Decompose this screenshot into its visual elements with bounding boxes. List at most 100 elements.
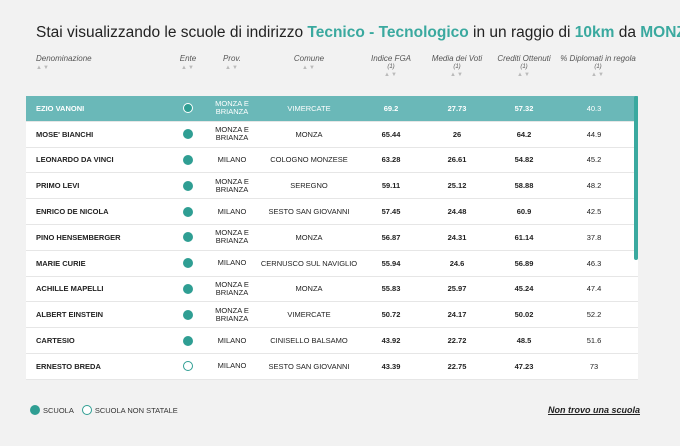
comune-cell: MONZA	[295, 232, 323, 242]
col-media[interactable]: Media dei Voti (1) ▲▼	[426, 54, 488, 79]
table-header: Denominazione ▲▼ Ente ▲▼ Prov. ▲▼ Comune…	[26, 54, 638, 84]
crediti-cell: 48.5	[516, 336, 532, 346]
col-diplomati[interactable]: % Diplomati in regola (1) ▲▼	[558, 54, 638, 79]
diplomati-cell: 46.3	[586, 258, 602, 268]
filled-circle-icon	[183, 180, 193, 191]
prov-cell: MILANO	[217, 258, 247, 268]
legend: SCUOLA SCUOLA NON STATALE	[30, 405, 186, 415]
col-comune[interactable]: Comune ▲▼	[258, 54, 360, 72]
prov-cell: MONZA E BRIANZA	[215, 125, 249, 143]
crediti-cell: 45.24	[514, 284, 534, 294]
sort-arrows-icon[interactable]: ▲▼	[450, 72, 464, 78]
filled-circle-icon	[183, 335, 193, 346]
comune-cell: MONZA	[295, 129, 323, 139]
table-row[interactable]: MARIE CURIE MILANO CERNUSCO SUL NAVIGLIO 55…	[26, 250, 638, 277]
fga-cell: 69.2	[383, 103, 399, 113]
filled-circle-icon	[183, 154, 193, 165]
col-crediti-label: Crediti Ottenuti	[497, 54, 551, 63]
legend-non-statale-label: SCUOLA NON STATALE	[94, 405, 178, 415]
diplomati-cell: 37.8	[586, 232, 602, 242]
prov-cell: MONZA E BRIANZA	[215, 99, 249, 117]
col-crediti[interactable]: Crediti Ottenuti (1) ▲▼	[492, 54, 556, 79]
fga-cell: 50.72	[381, 310, 401, 320]
school-table-body: EZIO VANONI MONZA E BRIANZA VIMERCATE 69.2 2…	[26, 96, 638, 380]
sort-arrows-icon[interactable]: ▲▼	[181, 65, 195, 71]
school-name: MARIE CURIE	[36, 258, 86, 268]
crediti-cell: 61.14	[514, 232, 534, 242]
comune-cell: MONZA	[295, 284, 323, 294]
prov-cell: MONZA E BRIANZA	[215, 228, 249, 246]
col-denominazione[interactable]: Denominazione ▲▼	[36, 54, 92, 72]
table-row[interactable]: PINO HENSEMBERGER MONZA E BRIANZA MONZA 56.…	[26, 224, 638, 251]
col-media-label: Media dei Voti	[431, 54, 483, 63]
fga-cell: 43.92	[381, 336, 401, 346]
comune-cell: SESTO SAN GIOVANNI	[268, 361, 350, 371]
table-row[interactable]: EZIO VANONI MONZA E BRIANZA VIMERCATE 69.2 2…	[26, 96, 638, 122]
comune-cell: VIMERCATE	[287, 310, 331, 320]
sort-arrows-icon[interactable]: ▲▼	[384, 72, 398, 78]
fga-cell: 65.44	[381, 129, 401, 139]
title-indirizzo: Tecnico - Tecnologico	[307, 24, 469, 41]
legend-item-non-statale: SCUOLA NON STATALE	[81, 405, 178, 415]
table-row[interactable]: ENRICO DE NICOLA MILANO SESTO SAN GIOVANNI…	[26, 199, 638, 225]
diplomati-cell: 48.2	[586, 181, 602, 191]
school-name: CARTESIO	[36, 336, 75, 346]
no-school-found-link[interactable]: Non trovo una scuola	[547, 405, 640, 415]
table-row[interactable]: ERNESTO BREDA MILANO SESTO SAN GIOVANNI 43.…	[26, 353, 638, 380]
fga-cell: 59.11	[381, 181, 401, 191]
sort-arrows-icon[interactable]: ▲▼	[225, 65, 239, 71]
media-cell: 24.48	[447, 207, 467, 217]
page-title: Stai visualizzando le scuole di indirizz…	[36, 24, 680, 42]
ente-cell	[178, 173, 198, 198]
fga-cell: 56.87	[381, 232, 401, 242]
col-diplomati-label: % Diplomati in regola	[560, 54, 636, 63]
table-row[interactable]: ALBERT EINSTEIN MONZA E BRIANZA VIMERCATE 5…	[26, 302, 638, 329]
media-cell: 22.75	[447, 361, 467, 371]
prov-cell: MONZA E BRIANZA	[215, 305, 249, 323]
comune-cell: SESTO SAN GIOVANNI	[268, 207, 350, 217]
media-cell: 22.72	[447, 336, 467, 346]
scrollbar[interactable]	[634, 96, 638, 260]
filled-circle-icon	[183, 206, 193, 217]
table-row[interactable]: CARTESIO MILANO CINISELLO BALSAMO 43.92 22.7…	[26, 328, 638, 354]
ente-cell	[178, 225, 198, 250]
table-row[interactable]: LEONARDO DA VINCI MILANO COLOGNO MONZESE 63…	[26, 147, 638, 174]
diplomati-cell: 51.6	[586, 336, 602, 346]
legend-scuola-label: SCUOLA	[43, 405, 74, 415]
fga-cell: 55.83	[381, 284, 401, 294]
title-da: da	[618, 24, 636, 41]
ente-cell	[178, 96, 198, 121]
col-prov[interactable]: Prov. ▲▼	[208, 54, 256, 72]
title-mid: in un raggio di	[473, 24, 571, 41]
crediti-cell: 56.89	[514, 258, 534, 268]
col-ente[interactable]: Ente ▲▼	[176, 54, 200, 72]
sort-arrows-icon[interactable]: ▲▼	[36, 65, 50, 71]
fga-cell: 57.45	[381, 207, 401, 217]
sort-arrows-icon[interactable]: ▲▼	[517, 72, 531, 78]
col-ente-label: Ente	[179, 54, 197, 63]
media-cell: 26	[452, 129, 462, 139]
comune-cell: VIMERCATE	[287, 103, 331, 113]
prov-cell: MONZA E BRIANZA	[215, 279, 249, 297]
col-media-note: (1)	[453, 64, 461, 70]
title-prefix: Stai visualizzando le scuole di indirizz…	[36, 24, 304, 41]
crediti-cell: 54.82	[514, 155, 534, 165]
title-citta: MONZA	[640, 24, 680, 41]
filled-circle-icon	[183, 103, 193, 114]
prov-cell: MONZA E BRIANZA	[215, 176, 249, 194]
table-row[interactable]: ACHILLE MAPELLI MONZA E BRIANZA MONZA 55.83…	[26, 276, 638, 303]
table-row[interactable]: MOSE' BIANCHI MONZA E BRIANZA MONZA 65.44 26…	[26, 121, 638, 148]
sort-arrows-icon[interactable]: ▲▼	[591, 72, 605, 78]
col-denominazione-label: Denominazione	[36, 54, 92, 63]
prov-cell: MILANO	[217, 335, 247, 345]
crediti-cell: 57.32	[514, 103, 534, 113]
col-fga[interactable]: Indice FGA (1) ▲▼	[366, 54, 416, 79]
diplomati-cell: 73	[589, 361, 599, 371]
crediti-cell: 64.2	[516, 129, 532, 139]
ente-cell	[178, 277, 198, 302]
ente-cell	[178, 328, 198, 353]
sort-arrows-icon[interactable]: ▲▼	[302, 65, 316, 71]
crediti-cell: 58.88	[514, 181, 534, 191]
table-row[interactable]: PRIMO LEVI MONZA E BRIANZA SEREGNO 59.11 25.…	[26, 173, 638, 200]
media-cell: 26.61	[447, 155, 467, 165]
